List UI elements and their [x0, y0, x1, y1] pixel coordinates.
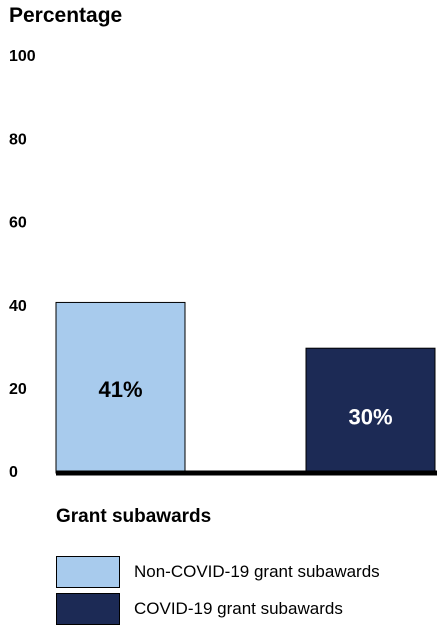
legend-label-covid: COVID-19 grant subawards [134, 599, 343, 619]
y-tick-label-60: 60 [9, 215, 27, 232]
y-tick-label-100: 100 [9, 48, 36, 65]
y-tick-label-80: 80 [9, 131, 27, 148]
data-label-covid: 30% [348, 404, 392, 429]
y-tick-label-20: 20 [9, 381, 27, 398]
y-tick-label-0: 0 [9, 464, 18, 481]
x-axis-title: Grant subawards [56, 506, 211, 528]
legend-swatch-covid [56, 593, 120, 625]
y-tick-label-40: 40 [9, 298, 27, 315]
legend-label-non-covid: Non-COVID-19 grant subawards [134, 562, 380, 582]
bar-chart: 0 20 40 60 80 100 41% 30% [0, 0, 441, 500]
data-label-non-covid: 41% [98, 377, 142, 402]
legend-swatch-non-covid [56, 556, 120, 588]
